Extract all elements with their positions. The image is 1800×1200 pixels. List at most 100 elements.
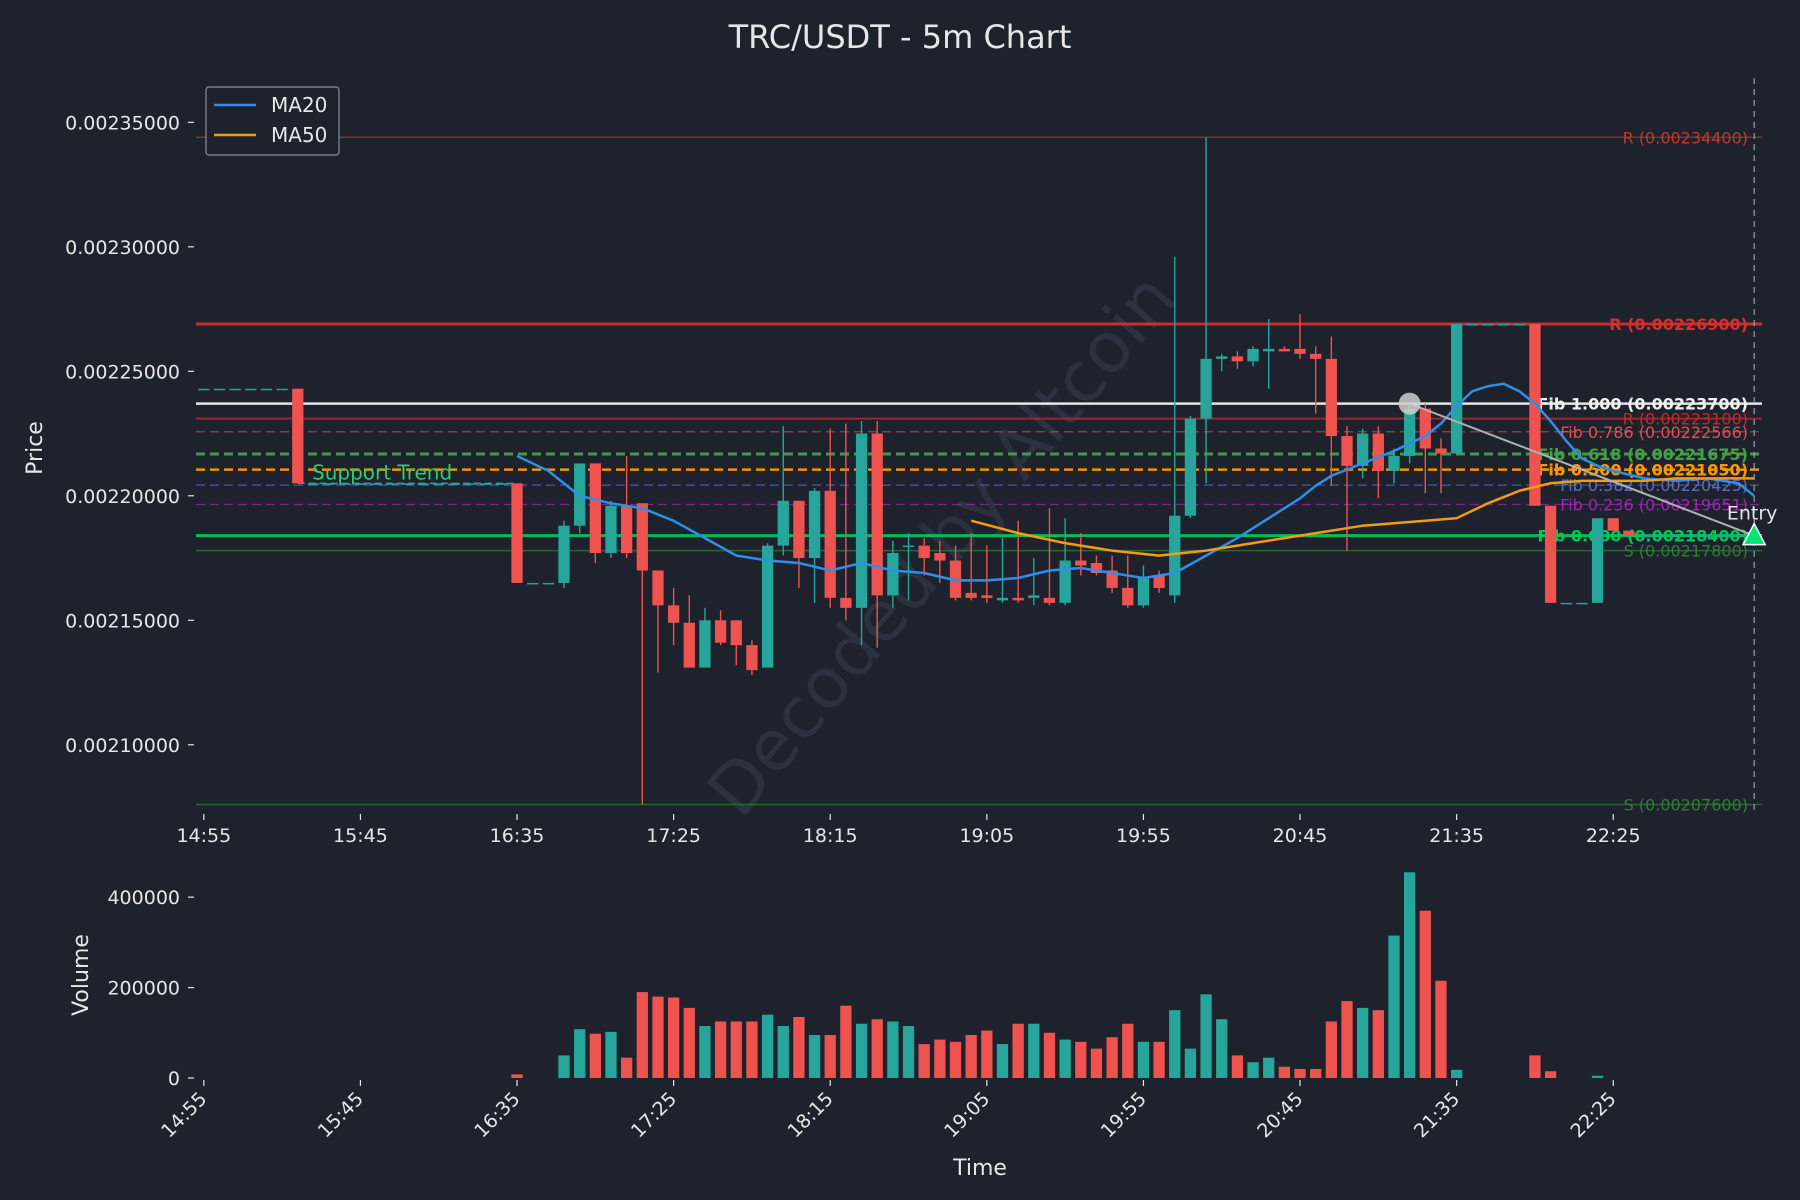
volume-bar [605,1031,617,1078]
candle-body [542,582,554,585]
volume-bar [949,1041,962,1078]
candle-body [652,570,664,606]
candle-body [1341,436,1353,466]
x-tick-label: 15:45 [333,825,388,847]
volume-tick-label: 0 [168,1068,180,1090]
candle-body [1043,597,1056,603]
x-tick-label: 21:35 [1429,825,1484,847]
volume-bar [777,1026,789,1078]
candle-body [777,500,789,546]
candle-body [1388,455,1400,471]
level-label: R (0.00234400) [1623,128,1748,147]
candle-body [965,592,977,598]
x-tick-label: 17:25 [646,825,701,847]
candle-body [699,620,711,668]
candle-body [1701,535,1713,538]
candle-body [1638,535,1651,538]
volume-bar [918,1044,930,1078]
volume-bar [621,1057,633,1078]
volume-bar [934,1039,946,1078]
level-label: Fib 1.000 (0.00223700) [1537,395,1748,414]
candle-body [1263,348,1275,352]
volume-bar [746,1021,758,1078]
candle-body [1028,595,1040,598]
candle-body [824,490,836,598]
candle-body [198,388,210,391]
level-label: Fib 0.618 (0.00221675) [1537,445,1748,464]
candle-body [1294,348,1306,354]
candle-body [1591,518,1604,603]
volume-bar [808,1035,821,1078]
volume-bar [1310,1068,1322,1078]
candle-body [1372,433,1384,471]
chart-title: TRC/USDT - 5m Chart [728,18,1072,56]
candle-body [855,433,868,608]
entry-marker [1741,522,1767,546]
volume-bar [558,1055,570,1078]
volume-bar [1122,1023,1134,1078]
support-trend-label: Support Trend [312,460,452,484]
candle-body [1325,358,1337,437]
legend-ma50-label: MA50 [271,123,327,147]
candle-body [1075,560,1087,566]
volume-bar [1216,1019,1228,1078]
volume-bar [1028,1023,1040,1078]
candle-body [667,605,680,623]
candle-body [1513,324,1525,326]
y-tick-label: 0.00235000 [65,112,180,134]
volume-bar [965,1035,977,1078]
x-tick-label: 19:55 [1116,825,1171,847]
candle-body [1184,418,1197,516]
candle-body [1216,356,1228,359]
volume-bar [793,1016,805,1078]
candle-body [1357,433,1369,466]
level-label: Fib 0.236 (0.00219651) [1560,496,1748,515]
candle-body [1153,575,1165,588]
candle-body [370,483,382,485]
volume-bar [1388,935,1400,1078]
legend-ma20-label: MA20 [271,93,327,117]
x-tick-label: 22:25 [1586,825,1641,847]
volume-bar [699,1026,711,1078]
y-tick-label: 0.00230000 [65,237,180,259]
candle-body [386,483,398,485]
candle-body [448,483,461,485]
candle-body [1466,324,1478,326]
volume-bar [996,1044,1009,1078]
volume-bar [1106,1037,1118,1078]
candle-body [1419,408,1431,449]
candle-body [1685,535,1698,538]
x-tick-label: 19:05 [959,825,1014,847]
volume-bar [1544,1071,1557,1078]
volume-bar [1435,980,1447,1078]
candle-body [433,483,445,485]
candle-body [1231,356,1244,362]
volume-bar [1059,1039,1071,1078]
candle-body [1717,535,1729,538]
volume-bar [636,992,648,1078]
volume-bar [1372,1010,1384,1078]
candle-body [1497,324,1510,326]
volume-bar [824,1035,836,1078]
candle-body [480,483,492,485]
candle-body [1560,602,1572,605]
ma50-line [970,477,1755,557]
volume-bar [1169,1010,1181,1078]
candle-body [1435,448,1447,454]
volume-bar [1357,1007,1369,1078]
candle-body [527,582,539,585]
candle-body [1137,577,1150,606]
candle-body [996,597,1009,601]
volume-bar [1325,1021,1337,1078]
volume-bar [589,1033,601,1078]
candle-body [981,595,993,598]
candle-body [683,622,695,668]
candle-body [714,620,727,643]
volume-bar [1294,1068,1306,1078]
level-label: S (0.00207600) [1624,796,1748,815]
candle-body [464,483,476,485]
candle-body [339,483,351,485]
candle-body [871,433,883,596]
volume-bar [1247,1062,1259,1078]
